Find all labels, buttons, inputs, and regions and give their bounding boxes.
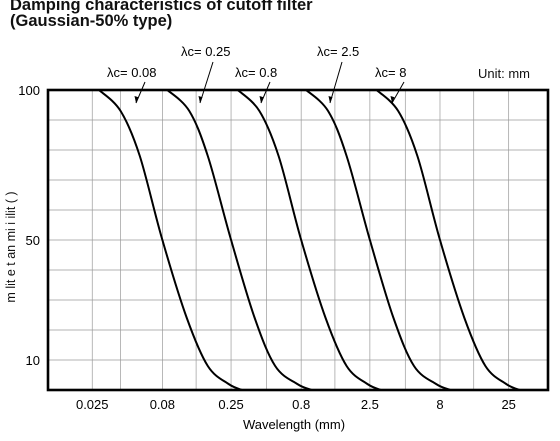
x-tick-label: 0.08 [150, 397, 175, 412]
arrowhead [259, 96, 264, 103]
series-label: λc= 0.25 [181, 44, 231, 59]
series-line [305, 89, 451, 391]
curves [98, 89, 521, 391]
arrowhead [134, 96, 139, 103]
series-label: λc= 0.8 [235, 65, 277, 80]
y-tick-label: 100 [18, 83, 40, 98]
y-tick-label: 50 [26, 233, 40, 248]
arrowhead [328, 96, 333, 103]
series-label: λc= 8 [375, 65, 406, 80]
y-tick-label: 10 [26, 353, 40, 368]
arrowhead [198, 96, 203, 103]
x-axis-label: Wavelength (mm) [243, 417, 345, 432]
tick-labels: 0.025 0.08 0.25 0.8 2.5 8 25 10 50 100 [18, 83, 516, 412]
grid [48, 90, 548, 390]
series-line [376, 89, 521, 391]
series-label-arrow [391, 81, 405, 104]
series-line [237, 89, 382, 391]
curve-annotations: λc= 0.08 λc= 0.25 λc= 0.8 λc= 2.5 λc= 8 [107, 44, 406, 104]
x-tick-label: 2.5 [361, 397, 379, 412]
series-label-arrow [329, 61, 343, 104]
series-label-arrow [199, 61, 214, 104]
series-line [98, 89, 243, 391]
series-label: λc= 2.5 [317, 44, 359, 59]
x-tick-label: 0.25 [218, 397, 243, 412]
x-tick-label: 8 [436, 397, 443, 412]
series-line [166, 89, 312, 391]
x-tick-label: 25 [501, 397, 515, 412]
x-tick-label: 0.8 [292, 397, 310, 412]
chart-subtitle: (Gaussian-50% type) [10, 12, 173, 30]
chart-title: Damping characteristics of cutoff filter [10, 0, 313, 14]
arrowhead [390, 96, 395, 103]
unit-label: Unit: mm [478, 66, 530, 81]
x-tick-label: 0.025 [76, 397, 109, 412]
plot-frame [46, 88, 550, 392]
series-label: λc= 0.08 [107, 65, 157, 80]
